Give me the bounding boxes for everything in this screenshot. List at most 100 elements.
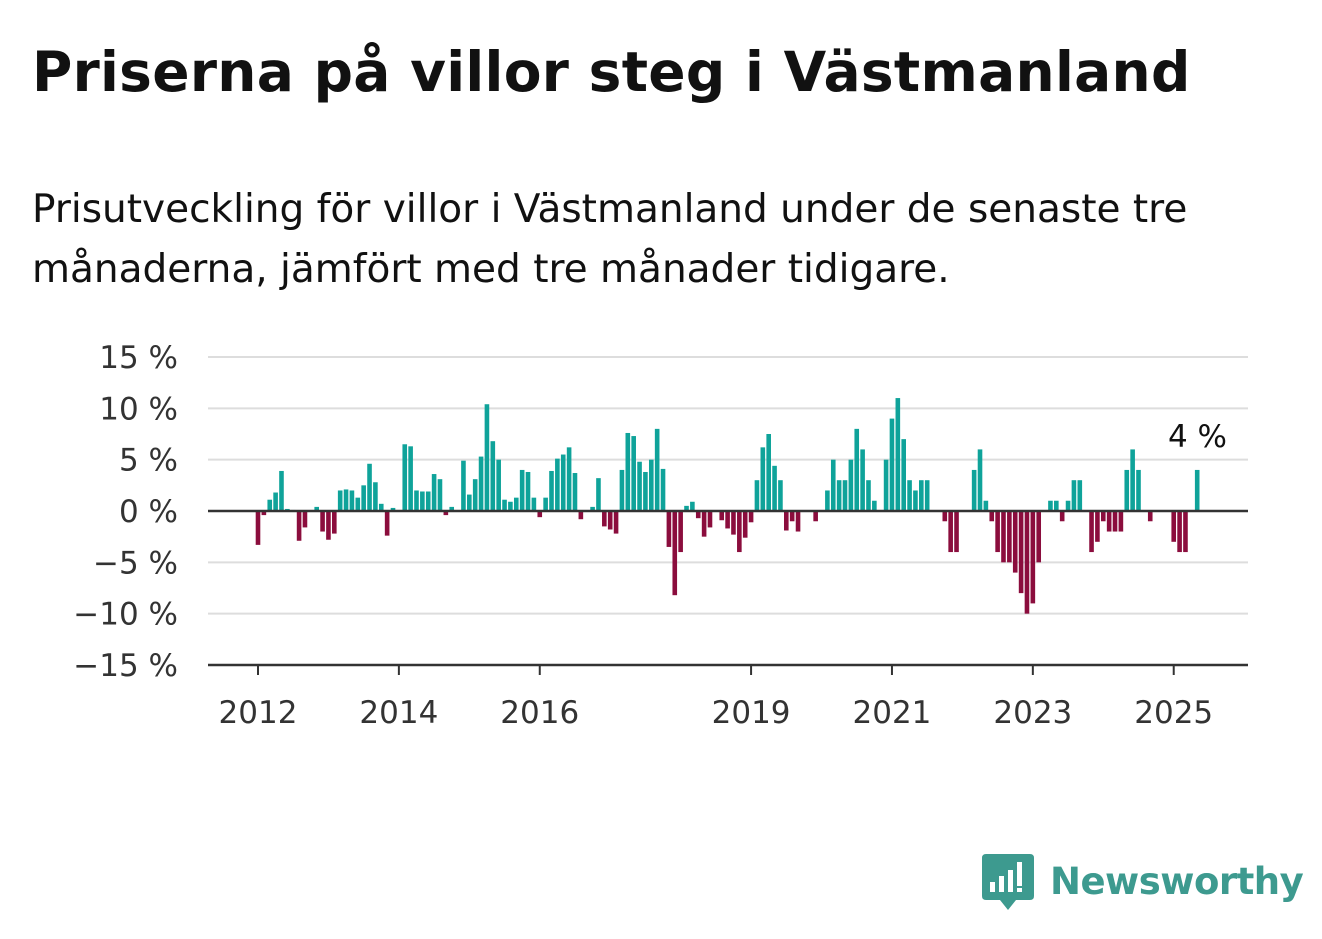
bar — [631, 436, 636, 511]
bar — [883, 459, 889, 511]
bar — [748, 511, 754, 523]
bar — [255, 511, 261, 545]
bar — [866, 480, 871, 511]
bar — [1018, 511, 1024, 594]
bar — [872, 500, 877, 511]
bar — [895, 398, 901, 511]
bar — [461, 460, 466, 511]
bar — [543, 497, 548, 511]
bar — [778, 480, 783, 511]
bar — [326, 511, 331, 540]
bar — [1106, 511, 1112, 532]
bar — [555, 458, 560, 511]
bar — [525, 471, 531, 511]
bar — [977, 449, 983, 511]
bar — [267, 499, 273, 511]
bar — [760, 447, 766, 511]
bar — [1177, 511, 1182, 553]
x-tick-label: 2014 — [359, 695, 438, 731]
bar — [602, 511, 607, 527]
bar — [1194, 469, 1200, 511]
bar — [279, 470, 284, 511]
bar — [1130, 449, 1135, 511]
bar — [772, 465, 777, 511]
x-tick-label: 2012 — [219, 695, 298, 731]
bar — [731, 511, 736, 535]
bar — [942, 511, 948, 522]
bar — [666, 511, 672, 547]
y-tick-label: 0 % — [119, 494, 178, 530]
bar — [472, 479, 478, 511]
bar — [889, 418, 895, 511]
bar — [813, 511, 818, 522]
bar — [1007, 511, 1012, 563]
bar — [572, 473, 578, 511]
bar — [1100, 511, 1106, 522]
bar — [566, 447, 572, 511]
bar — [690, 501, 695, 511]
bar — [373, 482, 378, 511]
bar — [443, 511, 449, 516]
bar — [502, 499, 507, 511]
bar — [1136, 469, 1141, 511]
bar — [320, 511, 325, 532]
bar — [414, 490, 419, 511]
x-tick-label: 2016 — [500, 695, 579, 731]
bar — [578, 511, 584, 520]
bar — [1048, 500, 1053, 511]
y-tick-label: 5 % — [119, 443, 178, 479]
bar — [1124, 469, 1130, 511]
x-tick-label: 2023 — [993, 695, 1072, 731]
bar — [296, 511, 302, 541]
bar — [343, 489, 349, 511]
bar — [954, 511, 959, 553]
bar — [1059, 511, 1065, 522]
bar — [995, 511, 1000, 553]
bar — [971, 469, 977, 511]
bar — [907, 480, 912, 511]
bar — [784, 511, 789, 531]
bar — [1118, 511, 1124, 532]
bar — [654, 428, 660, 511]
bar — [919, 480, 924, 511]
bar — [367, 463, 372, 511]
bar — [467, 494, 472, 511]
bar — [924, 480, 930, 511]
bar — [519, 469, 525, 511]
bar — [660, 468, 666, 511]
bar — [789, 511, 795, 522]
bar — [707, 511, 713, 528]
bar — [854, 428, 860, 511]
bar — [431, 474, 437, 511]
bar — [719, 511, 725, 521]
bar — [425, 491, 431, 511]
bar — [420, 491, 425, 511]
bar — [1095, 511, 1100, 542]
bar — [842, 480, 848, 511]
x-tick-label: 2025 — [1134, 695, 1213, 731]
bar — [1054, 500, 1059, 511]
bar — [361, 485, 366, 511]
bar — [496, 459, 501, 511]
y-tick-label: −5 % — [93, 545, 178, 581]
bar — [560, 454, 566, 511]
y-tick-label: −15 % — [73, 648, 178, 684]
bar — [695, 511, 701, 519]
y-tick-label: −10 % — [73, 597, 178, 633]
chart-title: Priserna på villor steg i Västmanland — [32, 40, 1191, 104]
bar — [596, 478, 601, 511]
bar — [484, 404, 490, 511]
x-tick-label: 2019 — [712, 695, 791, 731]
bar — [378, 503, 384, 511]
chart-subtitle: Prisutveckling för villor i Västmanland … — [32, 187, 1188, 292]
bar — [737, 511, 742, 553]
bar — [989, 511, 995, 522]
bar — [1001, 511, 1006, 563]
last-value-annotation: 4 % — [1168, 419, 1227, 455]
bar — [1012, 511, 1018, 573]
bar — [766, 434, 771, 511]
bar — [508, 501, 513, 511]
bar — [408, 446, 413, 511]
bar — [678, 511, 683, 553]
bar — [613, 511, 619, 534]
